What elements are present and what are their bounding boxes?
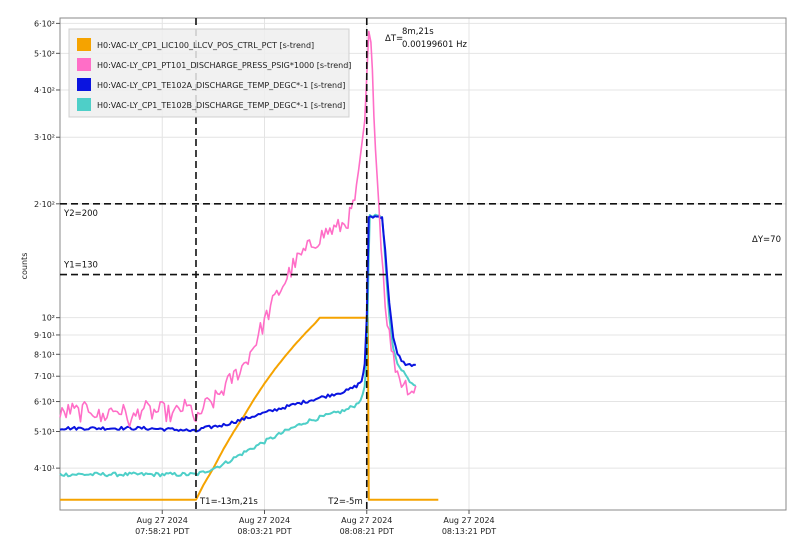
x-tick-time: 07:58:21 PDT <box>135 527 189 536</box>
series-layer <box>59 30 439 501</box>
legend-label: H0:VAC-LY_CP1_TE102B_DISCHARGE_TEMP_DEGC… <box>97 101 345 110</box>
legend: H0:VAC-LY_CP1_LIC100_LLCV_POS_CTRL_PCT [… <box>68 28 351 118</box>
series-line-0 <box>60 316 439 501</box>
y-tick-label: 7·10¹ <box>34 372 55 381</box>
y1-label: Y1=130 <box>63 261 98 271</box>
y-tick-label: 6·10² <box>34 19 55 28</box>
legend-box <box>68 28 350 118</box>
plot-frame <box>59 17 787 511</box>
x-tick-time: 08:08:21 PDT <box>340 527 394 536</box>
legend-label: H0:VAC-LY_CP1_TE102A_DISCHARGE_TEMP_DEGC… <box>97 81 345 90</box>
delta-t-value: 8m,21s <box>402 27 434 37</box>
y-tick-label: 3·10² <box>34 133 55 142</box>
cursor-annotations: T1=-13m,21s T2=-5m Y1=130 Y2=200 ΔY=70 Δ… <box>63 27 781 507</box>
x-tick-date: Aug 27 2024 <box>341 516 392 525</box>
y-tick-label: 6·10¹ <box>34 398 55 407</box>
y-tick-label: 4·10¹ <box>34 464 55 473</box>
y2-label: Y2=200 <box>63 209 98 219</box>
y-axis-label: counts <box>20 253 29 280</box>
x-axis: Aug 27 2024 07:58:21 PDT Aug 27 2024 08:03:… <box>135 510 496 536</box>
legend-label: H0:VAC-LY_CP1_LIC100_LLCV_POS_CTRL_PCT [… <box>97 41 314 50</box>
y-tick-label: 9·10¹ <box>34 331 55 340</box>
y-tick-label: 10² <box>42 314 55 323</box>
x-tick-date: Aug 27 2024 <box>443 516 494 525</box>
legend-label: H0:VAC-LY_CP1_PT101_DISCHARGE_PRESS_PSIG… <box>97 61 351 70</box>
y-tick-label: 8·10¹ <box>34 350 55 359</box>
y-tick-label: 2·10² <box>34 200 55 209</box>
x-tick-time: 08:13:21 PDT <box>442 527 496 536</box>
series-line-2 <box>59 215 416 433</box>
y-tick-label: 5·10² <box>34 49 55 58</box>
y-tick-label: 4·10² <box>34 86 55 95</box>
series-line-3 <box>59 213 417 478</box>
y-axis: 6·10² 5·10² 4·10² 3·10² 2·10² 10² 9·10¹ 8·10¹ 7·… <box>34 19 60 473</box>
t2-label: T2=-5m <box>327 497 362 507</box>
x-tick-time: 08:03:21 PDT <box>237 527 291 536</box>
legend-swatch <box>77 58 91 71</box>
y-tick-label: 5·10¹ <box>34 427 55 436</box>
legend-swatch <box>77 38 91 51</box>
frequency-label: 0.00199601 Hz <box>402 40 467 50</box>
x-tick-date: Aug 27 2024 <box>239 516 290 525</box>
legend-swatch <box>77 98 91 111</box>
t1-label: T1=-13m,21s <box>199 497 258 507</box>
legend-swatch <box>77 78 91 91</box>
delta-t-prefix: ΔT= <box>385 34 403 44</box>
x-tick-date: Aug 27 2024 <box>137 516 188 525</box>
series-line-1 <box>59 30 417 428</box>
delta-y-label: ΔY=70 <box>752 235 781 245</box>
